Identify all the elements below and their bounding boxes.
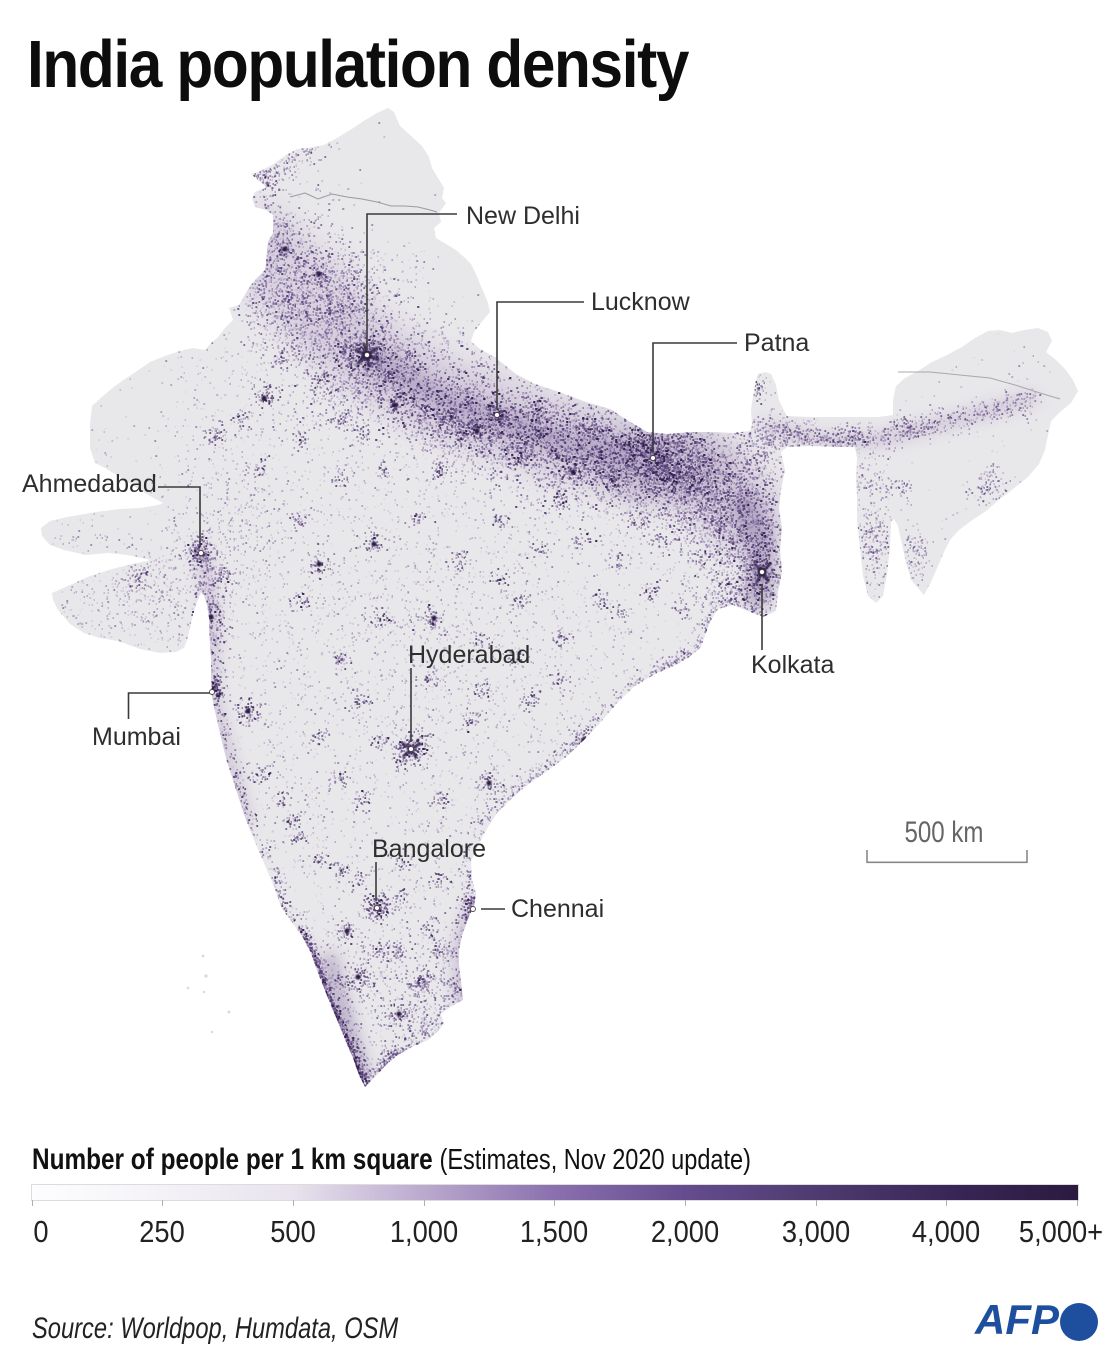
svg-text:Lucknow: Lucknow	[591, 288, 691, 316]
svg-text:Bangalore: Bangalore	[372, 835, 486, 863]
svg-text:Mumbai: Mumbai	[92, 723, 181, 751]
svg-text:Patna: Patna	[744, 329, 809, 357]
svg-text:Kolkata: Kolkata	[751, 651, 834, 679]
svg-text:500 km: 500 km	[905, 816, 984, 849]
svg-text:Chennai: Chennai	[511, 895, 604, 923]
svg-text:Ahmedabad: Ahmedabad	[22, 470, 157, 498]
svg-text:Hyderabad: Hyderabad	[408, 641, 530, 669]
svg-text:New Delhi: New Delhi	[466, 202, 580, 230]
